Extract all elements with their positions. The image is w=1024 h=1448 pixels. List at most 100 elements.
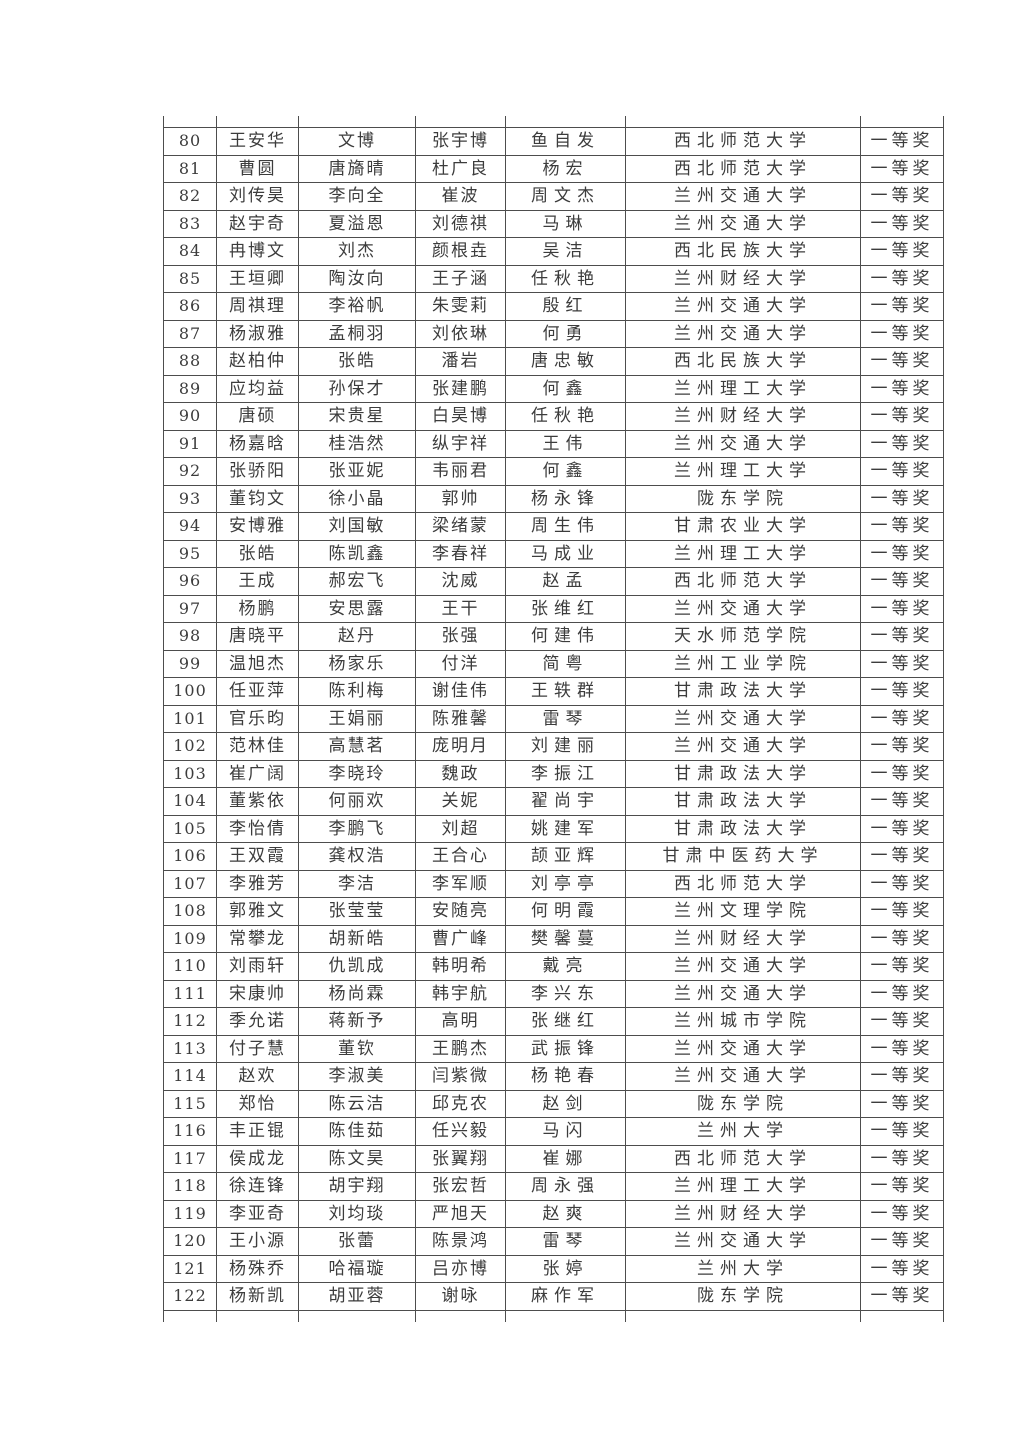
cell-school: 兰州城市学院	[625, 1007, 861, 1036]
cell-member-2: 张莹莹	[298, 897, 416, 926]
cell-member-1: 张骄阳	[216, 457, 299, 486]
cell-member-3: 付洋	[415, 649, 506, 678]
cell-member-4: 姚建军	[505, 814, 626, 843]
cell-partial-stub	[163, 116, 217, 128]
cell-member-3: 王干	[415, 594, 506, 623]
cell-row-number: 80	[163, 127, 217, 156]
table-row: 95 张皓 陈凯鑫 李春祥 马成业 兰州理工大学 一等奖	[163, 539, 944, 568]
cell-row-number: 104	[163, 787, 217, 816]
cell-award: 一等奖	[860, 869, 944, 898]
cell-school: 兰州理工大学	[625, 374, 861, 403]
cell-member-2: 陈凯鑫	[298, 539, 416, 568]
cell-school: 兰州财经大学	[625, 924, 861, 953]
cell-school: 西北师范大学	[625, 154, 861, 183]
cell-row-number: 107	[163, 869, 217, 898]
cell-member-3: 王鹏杰	[415, 1034, 506, 1063]
cell-member-2: 胡亚蓉	[298, 1282, 416, 1311]
cell-member-4: 何建伟	[505, 622, 626, 651]
cell-member-1: 冉博文	[216, 237, 299, 266]
table-row: 92 张骄阳 张亚妮 韦丽君 何鑫 兰州理工大学 一等奖	[163, 457, 944, 486]
cell-member-1: 郭雅文	[216, 897, 299, 926]
cell-award: 一等奖	[860, 539, 944, 568]
cell-member-4: 李振江	[505, 759, 626, 788]
cell-member-4: 樊馨蔓	[505, 924, 626, 953]
cell-member-3: 郭帅	[415, 484, 506, 513]
table-row: 106 王双霞 龚权浩 王合心 颉亚辉 甘肃中医药大学 一等奖	[163, 842, 944, 871]
cell-award: 一等奖	[860, 182, 944, 211]
cell-school: 兰州交通大学	[625, 1062, 861, 1091]
table-row: 93 董钧文 徐小晶 郭帅 杨永锋 陇东学院 一等奖	[163, 484, 944, 513]
cell-award: 一等奖	[860, 649, 944, 678]
table-row: 81 曹圆 唐旖晴 杜广良 杨宏 西北师范大学 一等奖	[163, 154, 944, 183]
cell-member-1: 王小源	[216, 1227, 299, 1256]
table-row: 113 付子慧 董钦 王鹏杰 武振锋 兰州交通大学 一等奖	[163, 1034, 944, 1063]
cell-member-2: 刘国敏	[298, 512, 416, 541]
cell-member-2: 文博	[298, 127, 416, 156]
cell-member-1: 宋康帅	[216, 979, 299, 1008]
cell-member-2: 陈佳茹	[298, 1117, 416, 1146]
cell-partial-stub	[505, 116, 626, 128]
cell-member-2: 李裕帆	[298, 292, 416, 321]
cell-member-3: 白昊博	[415, 402, 506, 431]
cell-school: 兰州交通大学	[625, 952, 861, 981]
cell-member-4: 赵爽	[505, 1199, 626, 1228]
cell-member-2: 陈利梅	[298, 677, 416, 706]
cell-school: 兰州理工大学	[625, 457, 861, 486]
table-row: 88 赵柏仲 张皓 潘岩 唐忠敏 西北民族大学 一等奖	[163, 347, 944, 376]
cell-member-1: 应均益	[216, 374, 299, 403]
cell-school: 天水师范学院	[625, 622, 861, 651]
cell-member-4: 简粤	[505, 649, 626, 678]
table-row: 84 冉博文 刘杰 颜根垚 吴洁 西北民族大学 一等奖	[163, 237, 944, 266]
table-row: 121 杨殊乔 哈福璇 吕亦博 张婷 兰州大学 一等奖	[163, 1254, 944, 1283]
cell-member-2: 陈文昊	[298, 1144, 416, 1173]
cell-member-4: 何鑫	[505, 457, 626, 486]
cell-member-3: 谢佳伟	[415, 677, 506, 706]
cell-member-1: 杨淑雅	[216, 319, 299, 348]
cell-member-4: 赵剑	[505, 1089, 626, 1118]
cell-school: 西北师范大学	[625, 127, 861, 156]
cell-member-1: 安博雅	[216, 512, 299, 541]
cell-row-number: 109	[163, 924, 217, 953]
cell-member-1: 唐硕	[216, 402, 299, 431]
cell-member-2: 何丽欢	[298, 787, 416, 816]
cell-award: 一等奖	[860, 374, 944, 403]
cell-member-2: 李晓玲	[298, 759, 416, 788]
table-row: 102 范林佳 高慧茗 庞明月 刘建丽 兰州交通大学 一等奖	[163, 732, 944, 761]
cell-member-4: 吴洁	[505, 237, 626, 266]
cell-member-4: 雷琴	[505, 1227, 626, 1256]
cell-member-3: 颜根垚	[415, 237, 506, 266]
cell-row-number: 87	[163, 319, 217, 348]
cell-partial-stub	[216, 116, 299, 128]
cell-member-4: 周生伟	[505, 512, 626, 541]
cell-member-3: 韩明希	[415, 952, 506, 981]
cell-award: 一等奖	[860, 787, 944, 816]
cell-member-3: 任兴毅	[415, 1117, 506, 1146]
cell-award: 一等奖	[860, 457, 944, 486]
cell-member-1: 杨嘉晗	[216, 429, 299, 458]
cell-member-2: 赵丹	[298, 622, 416, 651]
cell-partial-stub	[625, 1309, 861, 1322]
cell-award: 一等奖	[860, 1144, 944, 1173]
cell-member-2: 张皓	[298, 347, 416, 376]
cell-school: 兰州交通大学	[625, 292, 861, 321]
cell-member-1: 温旭杰	[216, 649, 299, 678]
cell-member-3: 崔波	[415, 182, 506, 211]
cell-partial-stub	[415, 1309, 506, 1322]
cell-member-3: 潘岩	[415, 347, 506, 376]
cell-member-3: 沈威	[415, 567, 506, 596]
cell-member-1: 丰正锟	[216, 1117, 299, 1146]
cell-member-2: 龚权浩	[298, 842, 416, 871]
cell-school: 兰州大学	[625, 1254, 861, 1283]
cell-member-4: 崔娜	[505, 1144, 626, 1173]
cell-member-2: 张蕾	[298, 1227, 416, 1256]
cell-row-number: 88	[163, 347, 217, 376]
cell-award: 一等奖	[860, 484, 944, 513]
cell-member-1: 董钧文	[216, 484, 299, 513]
cell-member-4: 唐忠敏	[505, 347, 626, 376]
cell-row-number: 82	[163, 182, 217, 211]
cell-member-3: 韦丽君	[415, 457, 506, 486]
cell-member-2: 董钦	[298, 1034, 416, 1063]
cell-member-2: 杨尚霖	[298, 979, 416, 1008]
cell-row-number: 90	[163, 402, 217, 431]
cell-member-3: 闫紫微	[415, 1062, 506, 1091]
